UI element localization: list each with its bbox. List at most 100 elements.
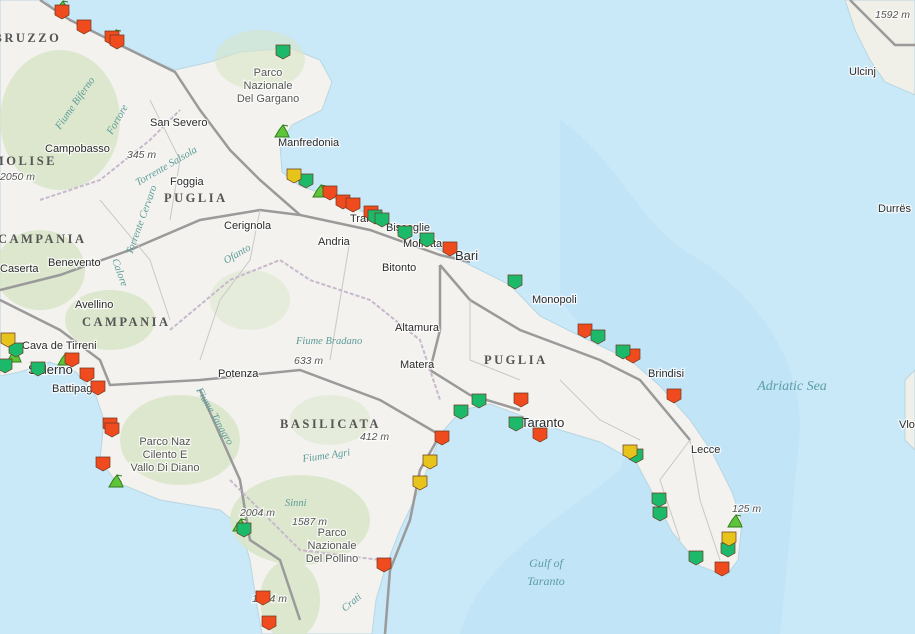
land-balkans	[844, 0, 915, 96]
marker-red[interactable]	[345, 197, 361, 213]
minor-roads	[99, 99, 721, 561]
city-label: Bitonto	[382, 262, 416, 274]
marker-red[interactable]	[76, 19, 92, 35]
city-label: Taranto	[521, 415, 564, 430]
marker-red[interactable]	[434, 430, 450, 446]
marker-green[interactable]	[236, 522, 252, 538]
marker-red[interactable]	[322, 185, 338, 201]
marker-red[interactable]	[442, 241, 458, 257]
marker-red[interactable]	[54, 4, 70, 20]
region-label: PUGLIA	[484, 353, 548, 367]
marker-red[interactable]	[513, 392, 529, 408]
marker-red[interactable]	[714, 561, 730, 577]
city-label: Manfredonia	[278, 137, 340, 149]
park-label: Cilento E	[143, 449, 188, 461]
region-labels: ABRUZZO MOLISE PUGLIA CAMPANIA CAMPANIA …	[0, 31, 548, 431]
marker-green[interactable]	[688, 550, 704, 566]
marker-yellow[interactable]	[422, 454, 438, 470]
marker-red[interactable]	[79, 367, 95, 383]
marker-red[interactable]	[532, 427, 548, 443]
sea-labels: Adriatic Sea Gulf of Taranto	[527, 379, 827, 588]
region-label: PUGLIA	[164, 191, 228, 205]
marker-yellow[interactable]	[286, 168, 302, 184]
city-label: Ulcinj	[849, 66, 876, 78]
marker-green[interactable]	[615, 344, 631, 360]
marker-red[interactable]	[109, 34, 125, 50]
land-albania	[904, 369, 915, 451]
boat-icon[interactable]	[727, 514, 743, 528]
park-label: Parco Naz	[139, 436, 190, 448]
marker-green[interactable]	[374, 212, 390, 228]
city-label: Durrës	[878, 203, 912, 215]
marker-green[interactable]	[419, 232, 435, 248]
marker-green[interactable]	[651, 492, 667, 508]
elevation-label: 1587 m	[292, 516, 327, 528]
marker-red[interactable]	[90, 380, 106, 396]
park-label: Nazionale	[244, 80, 293, 92]
marker-red[interactable]	[261, 615, 277, 631]
city-label: Avellino	[75, 299, 113, 311]
boat-icon[interactable]	[108, 474, 124, 488]
marker-red[interactable]	[577, 323, 593, 339]
sea-label: Gulf of	[529, 556, 564, 570]
city-label: Vlorë	[899, 419, 915, 431]
marker-red[interactable]	[666, 388, 682, 404]
region-label: CAMPANIA	[0, 232, 87, 246]
park-label: Del Gargano	[237, 93, 299, 105]
beach-markers	[0, 4, 737, 631]
marker-green[interactable]	[508, 416, 524, 432]
elevation-label: 2050 m	[0, 171, 35, 183]
city-label: Monopoli	[532, 294, 577, 306]
region-label: BASILICATA	[280, 417, 381, 431]
city-label: Caserta	[0, 263, 39, 275]
park-label: Parco	[254, 67, 283, 79]
region-boundaries	[39, 109, 441, 561]
elevation-label: 633 m	[294, 355, 323, 367]
elevation-label: 1592 m	[875, 9, 910, 21]
marker-green[interactable]	[590, 329, 606, 345]
marker-green[interactable]	[507, 274, 523, 290]
sea-label: Adriatic Sea	[756, 379, 827, 394]
marker-red[interactable]	[64, 352, 80, 368]
elevation-label: 412 m	[360, 431, 389, 443]
marker-green[interactable]	[0, 358, 13, 374]
city-labels: San Severo Campobasso Foggia Manfredonia…	[0, 65, 915, 458]
elevation-label: 125 m	[732, 503, 761, 515]
city-label: Lecce	[691, 444, 720, 456]
marker-yellow[interactable]	[622, 444, 638, 460]
marker-green[interactable]	[30, 361, 46, 377]
marker-green[interactable]	[652, 506, 668, 522]
marker-green[interactable]	[275, 44, 291, 60]
marker-red[interactable]	[255, 590, 271, 606]
park-label: Vallo Di Diano	[131, 462, 200, 474]
city-label: Foggia	[170, 176, 205, 188]
marker-yellow[interactable]	[721, 531, 737, 547]
elevation-label: 2004 m	[239, 507, 275, 519]
city-label: Potenza	[218, 368, 259, 380]
elevation-labels: 345 m 2050 m 633 m 412 m 2004 m 1587 m 1…	[0, 8, 912, 607]
marker-yellow[interactable]	[0, 332, 16, 348]
city-label: Cerignola	[224, 220, 272, 232]
marker-green[interactable]	[453, 404, 469, 420]
city-label: Bari	[455, 248, 478, 263]
sea-label: Taranto	[527, 574, 565, 588]
region-label: CAMPANIA	[82, 315, 171, 329]
marker-red[interactable]	[376, 557, 392, 573]
boat-icon[interactable]	[274, 124, 290, 138]
city-label: Andria	[318, 236, 351, 248]
marker-red[interactable]	[95, 456, 111, 472]
marker-yellow[interactable]	[412, 475, 428, 491]
city-label: Cava de Tirreni	[22, 340, 97, 352]
marker-green[interactable]	[471, 393, 487, 409]
marker-green[interactable]	[8, 342, 24, 358]
river-label: Sinni	[285, 498, 307, 509]
marker-green[interactable]	[397, 225, 413, 241]
marker-red[interactable]	[104, 422, 120, 438]
city-label: Benevento	[48, 257, 101, 269]
region-label: ABRUZZO	[0, 31, 61, 45]
forest-areas	[0, 30, 370, 634]
marker-green[interactable]	[298, 173, 314, 189]
park-label: Nazionale	[308, 540, 357, 552]
city-label: Brindisi	[648, 368, 684, 380]
